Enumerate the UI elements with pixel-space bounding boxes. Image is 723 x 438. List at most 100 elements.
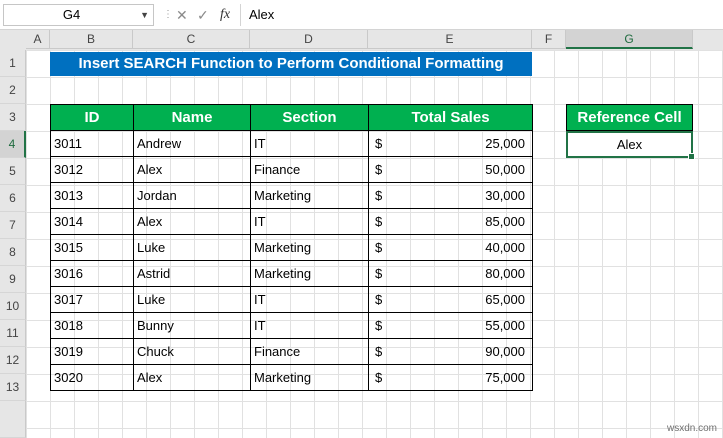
cell-section[interactable]: IT xyxy=(250,130,369,157)
currency-symbol: $ xyxy=(375,292,383,307)
currency-symbol: $ xyxy=(375,240,383,255)
cell-sales[interactable]: $65,000 xyxy=(368,286,533,313)
table-row: 3020 Alex Marketing $75,000 xyxy=(50,364,533,391)
column-header-a[interactable]: A xyxy=(26,30,50,49)
chevron-down-icon[interactable]: ▼ xyxy=(140,10,149,20)
sales-amount: 50,000 xyxy=(485,162,525,177)
cell-section[interactable]: Finance xyxy=(250,156,369,183)
cell-sales[interactable]: $40,000 xyxy=(368,234,533,261)
cell-sales[interactable]: $90,000 xyxy=(368,338,533,365)
cell-sales[interactable]: $75,000 xyxy=(368,364,533,391)
sales-amount: 30,000 xyxy=(485,188,525,203)
sales-amount: 75,000 xyxy=(485,370,525,385)
cell-section[interactable]: Marketing xyxy=(250,364,369,391)
row-header-7[interactable]: 7 xyxy=(0,212,26,239)
row-header-11[interactable]: 11 xyxy=(0,320,26,347)
table-row: 3014 Alex IT $85,000 xyxy=(50,208,533,235)
cell-id[interactable]: 3015 xyxy=(50,234,134,261)
name-box[interactable]: G4 ▼ xyxy=(3,4,154,26)
column-header-b[interactable]: B xyxy=(50,30,133,49)
sales-amount: 85,000 xyxy=(485,214,525,229)
cell-name[interactable]: Astrid xyxy=(133,260,251,287)
row-header-10[interactable]: 10 xyxy=(0,293,26,320)
cell-section[interactable]: Marketing xyxy=(250,182,369,209)
cell-sales[interactable]: $50,000 xyxy=(368,156,533,183)
formula-bar: G4 ▼ ⋮ ✕ ✓ fx Alex xyxy=(0,0,723,30)
row-header-2[interactable]: 2 xyxy=(0,77,26,104)
name-box-value: G4 xyxy=(62,7,81,22)
column-header-e[interactable]: E xyxy=(368,30,532,49)
column-header-d[interactable]: D xyxy=(250,30,368,49)
row-header-6[interactable]: 6 xyxy=(0,185,26,212)
cell-sales[interactable]: $80,000 xyxy=(368,260,533,287)
sheet-title[interactable]: Insert SEARCH Function to Perform Condit… xyxy=(50,52,532,76)
cell-id[interactable]: 3014 xyxy=(50,208,134,235)
sales-amount: 55,000 xyxy=(485,318,525,333)
row-header-1[interactable]: 1 xyxy=(0,50,26,77)
insert-function-icon[interactable]: fx xyxy=(220,7,231,22)
cell-section[interactable]: Marketing xyxy=(250,260,369,287)
table-row: 3018 Bunny IT $55,000 xyxy=(50,312,533,339)
currency-symbol: $ xyxy=(375,266,383,281)
row-header-8[interactable]: 8 xyxy=(0,239,26,266)
cell-sales[interactable]: $55,000 xyxy=(368,312,533,339)
cell-name[interactable]: Luke xyxy=(133,234,251,261)
row-header-13[interactable]: 13 xyxy=(0,374,26,401)
currency-symbol: $ xyxy=(375,136,383,151)
row-header-blank xyxy=(0,401,26,438)
row-header-9[interactable]: 9 xyxy=(0,266,26,293)
cell-id[interactable]: 3019 xyxy=(50,338,134,365)
enter-icon[interactable]: ✓ xyxy=(197,7,209,23)
cell-id[interactable]: 3018 xyxy=(50,312,134,339)
currency-symbol: $ xyxy=(375,370,383,385)
sales-table: ID Name Section Total Sales 3011 Andrew … xyxy=(50,104,533,391)
cell-id[interactable]: 3016 xyxy=(50,260,134,287)
currency-symbol: $ xyxy=(375,318,383,333)
cell-sales[interactable]: $25,000 xyxy=(368,130,533,157)
header-name[interactable]: Name xyxy=(133,104,251,131)
cell-sales[interactable]: $30,000 xyxy=(368,182,533,209)
column-header-c[interactable]: C xyxy=(133,30,250,49)
cell-name[interactable]: Andrew xyxy=(133,130,251,157)
cell-name[interactable]: Alex xyxy=(133,156,251,183)
currency-symbol: $ xyxy=(375,214,383,229)
reference-cell-header[interactable]: Reference Cell xyxy=(566,104,693,131)
header-id[interactable]: ID xyxy=(50,104,134,131)
cell-name[interactable]: Chuck xyxy=(133,338,251,365)
row-header-5[interactable]: 5 xyxy=(0,158,26,185)
cell-id[interactable]: 3013 xyxy=(50,182,134,209)
cell-id[interactable]: 3012 xyxy=(50,156,134,183)
column-header-f[interactable]: F xyxy=(532,30,566,49)
table-row: 3013 Jordan Marketing $30,000 xyxy=(50,182,533,209)
header-total-sales[interactable]: Total Sales xyxy=(368,104,533,131)
row-header-3[interactable]: 3 xyxy=(0,104,26,131)
reference-cell-input[interactable]: Alex xyxy=(566,131,695,160)
cell-name[interactable]: Alex xyxy=(133,364,251,391)
header-section[interactable]: Section xyxy=(250,104,369,131)
column-headers: A B C D E F G xyxy=(0,30,723,50)
cell-id[interactable]: 3017 xyxy=(50,286,134,313)
cell-sales[interactable]: $85,000 xyxy=(368,208,533,235)
cell-name[interactable]: Luke xyxy=(133,286,251,313)
cell-section[interactable]: IT xyxy=(250,312,369,339)
cell-name[interactable]: Alex xyxy=(133,208,251,235)
row-header-12[interactable]: 12 xyxy=(0,347,26,374)
cell-id[interactable]: 3011 xyxy=(50,130,134,157)
drag-handle-icon[interactable]: ⋮ xyxy=(163,9,173,20)
sales-amount: 90,000 xyxy=(485,344,525,359)
cell-name[interactable]: Jordan xyxy=(133,182,251,209)
currency-symbol: $ xyxy=(375,162,383,177)
table-row: 3017 Luke IT $65,000 xyxy=(50,286,533,313)
row-header-4[interactable]: 4 xyxy=(0,131,26,158)
cell-section[interactable]: Finance xyxy=(250,338,369,365)
sales-amount: 80,000 xyxy=(485,266,525,281)
cell-section[interactable]: Marketing xyxy=(250,234,369,261)
cell-id[interactable]: 3020 xyxy=(50,364,134,391)
cell-section[interactable]: IT xyxy=(250,286,369,313)
column-header-g[interactable]: G xyxy=(566,30,693,49)
cell-section[interactable]: IT xyxy=(250,208,369,235)
sales-amount: 65,000 xyxy=(485,292,525,307)
formula-input[interactable]: Alex xyxy=(240,4,723,26)
cancel-icon[interactable]: ✕ xyxy=(176,7,188,23)
cell-name[interactable]: Bunny xyxy=(133,312,251,339)
